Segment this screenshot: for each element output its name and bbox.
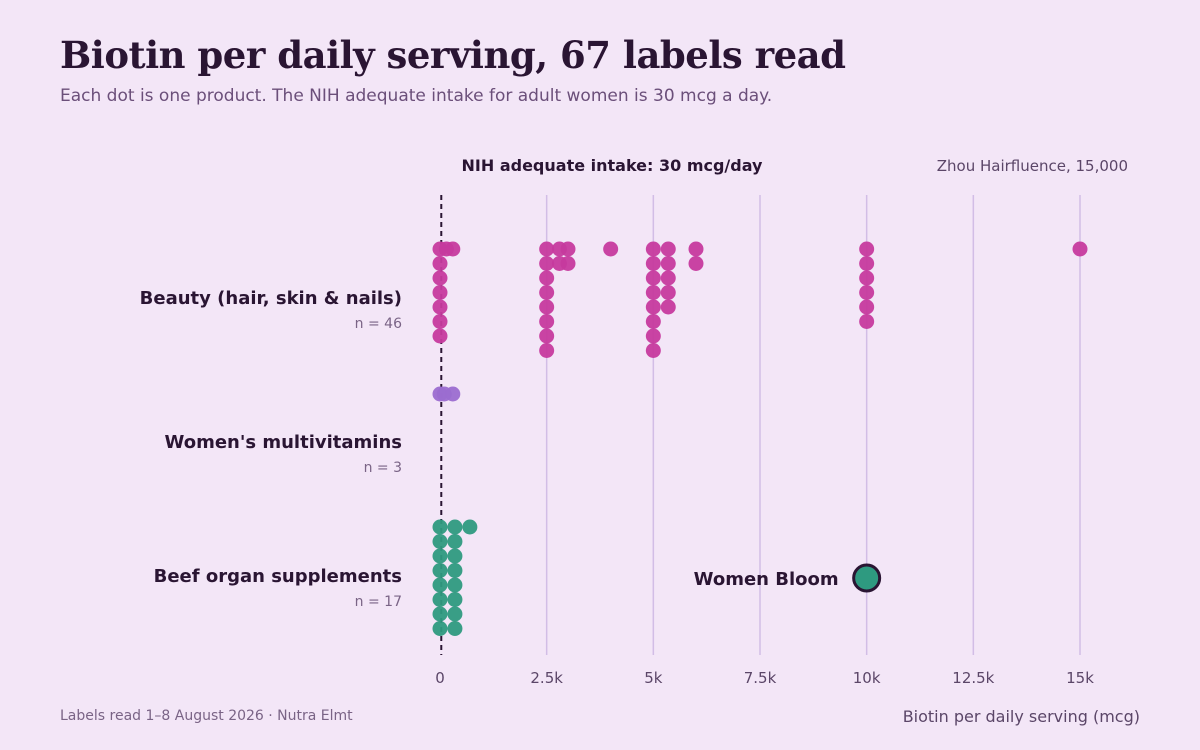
highlight-point [852, 563, 882, 593]
data-point [432, 328, 448, 344]
data-point [539, 285, 555, 300]
category-count: n = 3 [364, 460, 402, 476]
data-point [660, 256, 676, 271]
data-point [432, 621, 448, 636]
category-label: Beef organ supplements [154, 566, 402, 587]
data-point [645, 299, 661, 315]
data-point [1072, 241, 1088, 257]
data-point [660, 270, 676, 286]
reference-line-label: NIH adequate intake: 30 mcg/day [462, 156, 764, 175]
data-point [432, 299, 448, 315]
data-point [645, 285, 661, 300]
x-axis-label: Biotin per daily serving (mcg) [903, 707, 1140, 726]
data-point [645, 270, 661, 286]
data-point [432, 548, 448, 564]
x-tick-label: 15k [1066, 669, 1094, 687]
x-axis-ticks: 0 2.5k 5k 7.5k 10k 12.5k 15k Biotin per daily s… [435, 669, 1140, 726]
data-point [447, 534, 463, 549]
data-point [539, 343, 555, 358]
data-point [539, 270, 555, 286]
data-point [432, 534, 448, 549]
data-point [688, 256, 704, 271]
data-point [645, 241, 661, 257]
data-point [859, 241, 875, 257]
data-point [539, 314, 555, 329]
source-note: Labels read 1–8 August 2026 · Nutra Elmt [60, 708, 353, 724]
data-point [539, 299, 555, 315]
data-point [859, 314, 875, 329]
data-point [603, 241, 619, 257]
annotations: Zhou Hairfluence, 15,000 Women Bloom [694, 157, 1128, 590]
data-point [660, 241, 676, 257]
data-point [859, 285, 875, 300]
x-tick-label: 7.5k [744, 669, 777, 687]
data-point [539, 256, 555, 271]
data-point [539, 241, 555, 257]
data-point [432, 519, 448, 535]
data-point [645, 328, 661, 344]
data-point [462, 519, 478, 535]
data-point [432, 285, 448, 300]
annotation-label: Zhou Hairfluence, 15,000 [937, 157, 1128, 175]
x-tick-label: 10k [853, 669, 881, 687]
data-point [560, 241, 576, 257]
data-points [432, 241, 1088, 636]
data-point [688, 241, 704, 257]
x-tick-label: 2.5k [530, 669, 563, 687]
data-point [432, 606, 448, 622]
highlight-label: Women Bloom [694, 569, 839, 590]
data-point [859, 256, 875, 271]
x-tick-label: 0 [435, 669, 445, 687]
data-point [447, 519, 463, 535]
data-point [432, 270, 448, 286]
category-count: n = 46 [355, 316, 402, 332]
category-count: n = 17 [355, 594, 402, 610]
category-label: Beauty (hair, skin & nails) [140, 288, 402, 309]
data-point [660, 285, 676, 300]
data-point [432, 256, 448, 271]
chart-subtitle: Each dot is one product. The NIH adequat… [60, 86, 773, 106]
category-label: Women's multivitamins [165, 432, 402, 453]
data-point [859, 270, 875, 286]
data-point [447, 606, 463, 622]
data-point [432, 563, 448, 578]
data-point [432, 314, 448, 329]
data-point [859, 299, 875, 315]
chart-title: Biotin per daily serving, 67 labels read [60, 33, 846, 77]
data-point [645, 256, 661, 271]
category-labels: Beauty (hair, skin & nails) n = 46 Women's… [140, 288, 402, 610]
data-point [539, 328, 555, 344]
data-point [432, 577, 448, 593]
data-point [447, 548, 463, 564]
data-point [660, 299, 676, 315]
data-point [447, 563, 463, 578]
data-point [445, 386, 461, 402]
data-point [447, 577, 463, 593]
data-point [645, 314, 661, 329]
data-point [432, 592, 448, 607]
data-point [447, 621, 463, 636]
data-point [447, 592, 463, 607]
x-tick-label: 5k [644, 669, 663, 687]
data-point [445, 241, 461, 257]
x-tick-label: 12.5k [952, 669, 994, 687]
data-point [560, 256, 576, 271]
data-point [645, 343, 661, 358]
